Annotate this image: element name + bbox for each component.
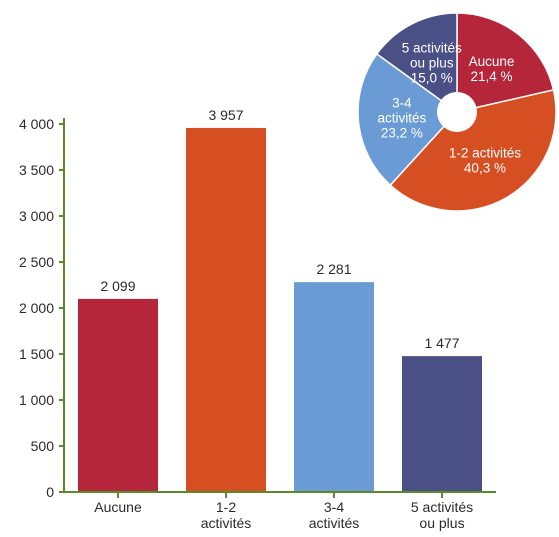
y-tick-label: 2 000: [19, 300, 54, 316]
pie-slice-label: activités: [377, 111, 426, 126]
donut-hole: [437, 92, 477, 132]
pie-slice-label: 1-2 activités: [449, 145, 521, 160]
x-tick-label: activités: [309, 515, 360, 531]
x-tick-label: 1-2: [216, 499, 236, 515]
y-tick-label: 4 000: [19, 116, 54, 132]
bar: [78, 298, 158, 491]
y-tick-label: 3 500: [19, 162, 54, 178]
y-tick-label: 0: [46, 484, 54, 500]
bar: [402, 356, 482, 491]
y-tick-label: 1 000: [19, 392, 54, 408]
y-tick-label: 1 500: [19, 346, 54, 362]
pie-slice-label: 21,4 %: [471, 69, 513, 84]
x-tick-label: 3-4: [324, 499, 344, 515]
pie-slice: [456, 12, 555, 113]
bar-value-label: 1 477: [424, 335, 459, 351]
pie-slice-label: Aucune: [469, 54, 515, 69]
pie-slice: [375, 12, 458, 114]
pie-slice-label: 5 activités: [402, 41, 462, 56]
pie-slice: [389, 89, 557, 212]
x-tick-label: activités: [201, 515, 252, 531]
y-tick-label: 500: [31, 438, 55, 454]
y-tick-label: 2 500: [19, 254, 54, 270]
bar-value-label: 3 957: [208, 107, 243, 123]
bar-chart: 0 500 1 000 1 500 2 000 2 500 3 000 3 500 4 000 2…: [19, 107, 496, 531]
x-tick-label: 5 activités: [411, 499, 473, 515]
bar-value-label: 2 281: [316, 261, 351, 277]
pie-slice-label: 3-4: [392, 96, 412, 111]
y-tick-label: 3 000: [19, 208, 54, 224]
x-tick-label: Aucune: [94, 499, 142, 515]
pie-slice-label: 15,0 %: [411, 71, 453, 86]
bar-value-label: 2 099: [100, 278, 135, 294]
bar: [186, 127, 266, 492]
pie-slice-label: 40,3 %: [464, 160, 506, 175]
x-tick-label: ou plus: [419, 515, 464, 531]
pie-slice-label: ou plus: [410, 56, 454, 71]
bar: [294, 282, 374, 491]
pie-slice-label: 23,2 %: [381, 126, 423, 141]
pie-slice: [357, 52, 459, 187]
